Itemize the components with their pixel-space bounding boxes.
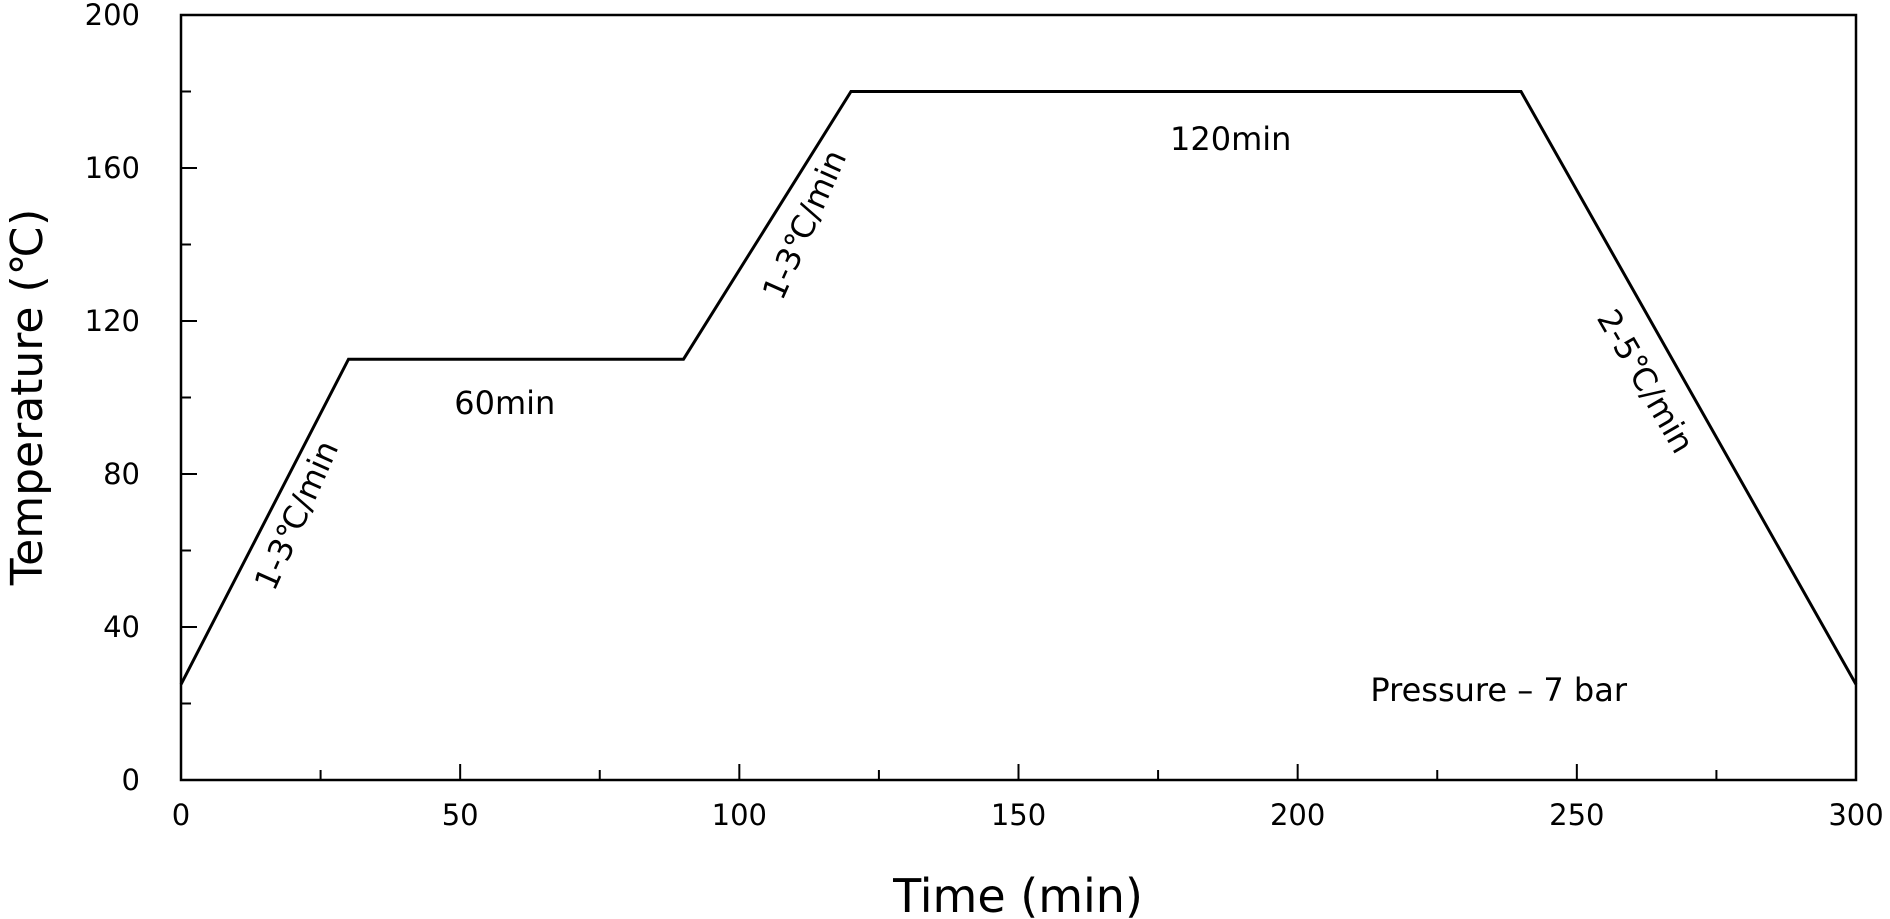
x-tick-label: 100 (712, 798, 767, 832)
x-tick-label: 150 (991, 798, 1046, 832)
y-tick-label: 80 (103, 457, 140, 491)
y-tick-label: 0 (122, 763, 140, 797)
y-tick-label: 200 (85, 0, 140, 32)
y-axis-title: Temperature (℃) (2, 209, 53, 586)
chart-annotations: 1-3℃/min60min1-3℃/min120min2-5℃/minPress… (247, 120, 1702, 709)
x-tick-label: 250 (1549, 798, 1604, 832)
x-axis-tick-labels: 0 50 100 150 200 250 300 (172, 798, 1884, 832)
x-tick-label: 200 (1270, 798, 1325, 832)
x-tick-label: 300 (1828, 798, 1883, 832)
pressure-label: Pressure – 7 bar (1370, 671, 1627, 709)
hold2-duration-label: 120min (1170, 120, 1291, 158)
y-tick-label: 160 (85, 151, 140, 185)
temperature-series-line (179, 90, 1858, 686)
hold1-duration-label: 60min (454, 384, 555, 422)
y-tick-label: 40 (103, 610, 140, 644)
x-axis-ticks (180, 764, 1857, 780)
plot-frame (179, 13, 1858, 782)
x-tick-label: 50 (442, 798, 479, 832)
x-tick-label: 0 (172, 798, 190, 832)
y-axis-tick-labels: 0 40 80 120 160 200 (85, 0, 140, 797)
y-tick-label: 120 (85, 304, 140, 338)
y-axis-ticks (181, 14, 197, 781)
x-axis-title: Time (min) (892, 869, 1143, 919)
